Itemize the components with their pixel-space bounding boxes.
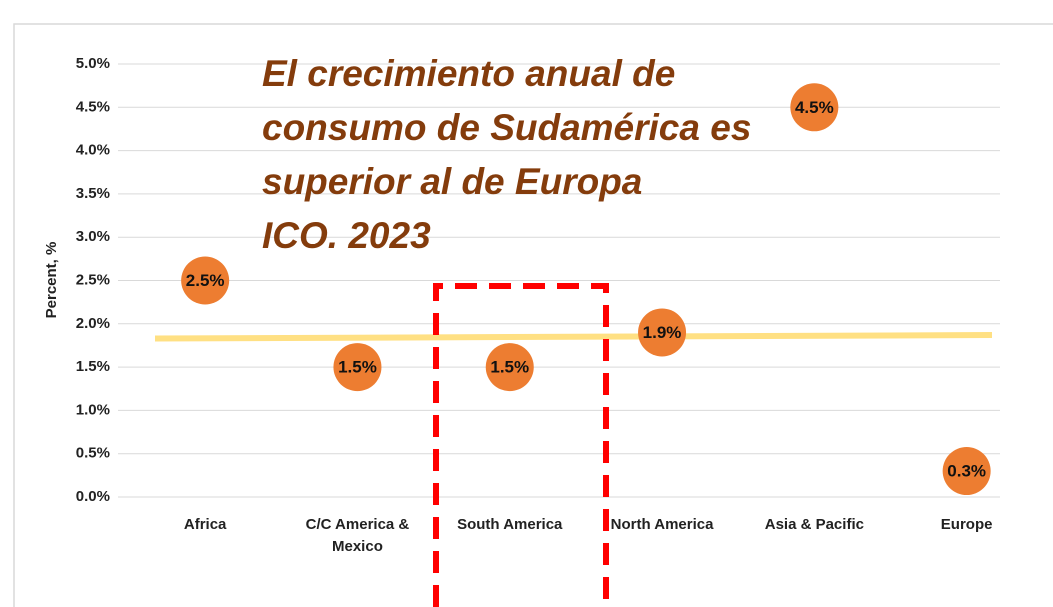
y-axis-label: Percent, % xyxy=(43,242,60,319)
dot xyxy=(638,308,687,357)
x-tick-label: Asia & Pacific xyxy=(764,516,864,533)
x-tick-label: North America xyxy=(610,516,714,533)
y-tick-label: 0.0% xyxy=(76,488,110,505)
y-tick-label: 2.0% xyxy=(76,315,110,332)
dot xyxy=(485,343,534,392)
y-tick-label: 1.0% xyxy=(76,401,110,418)
y-tick-label: 2.5% xyxy=(76,271,110,288)
y-tick-label: 1.5% xyxy=(76,358,110,375)
data-label: 1.9% xyxy=(643,323,682,342)
data-label: 0.3% xyxy=(947,462,986,481)
x-tick-label: Europe xyxy=(940,516,993,533)
data-label: 1.5% xyxy=(490,358,529,377)
chart-frame xyxy=(13,23,1053,607)
annotation-text: El crecimiento anual de xyxy=(262,53,675,94)
dot xyxy=(181,256,230,305)
annotation-text: consumo de Sudamérica es xyxy=(262,107,751,148)
dot xyxy=(790,83,839,132)
y-tick-label: 3.5% xyxy=(76,185,110,202)
data-label: 1.5% xyxy=(338,358,377,377)
annotation-text: ICO. 2023 xyxy=(262,215,431,256)
data-label: 2.5% xyxy=(186,271,225,290)
y-tick-label: 0.5% xyxy=(76,445,110,462)
dot xyxy=(333,343,382,392)
data-label: 4.5% xyxy=(795,98,834,117)
x-tick-label: C/C America & Mexico xyxy=(305,516,410,555)
x-tick-label: Africa xyxy=(183,516,227,533)
highlight-box xyxy=(433,283,609,607)
y-tick-label: 5.0% xyxy=(76,55,110,72)
trend-line xyxy=(154,332,993,342)
y-tick-label: 4.5% xyxy=(76,98,110,115)
x-tick-label: South America xyxy=(457,516,563,533)
y-tick-label: 3.0% xyxy=(76,228,110,245)
dot xyxy=(942,447,991,496)
y-tick-label: 4.0% xyxy=(76,142,110,159)
annotation-text: superior al de Europa xyxy=(262,161,642,202)
